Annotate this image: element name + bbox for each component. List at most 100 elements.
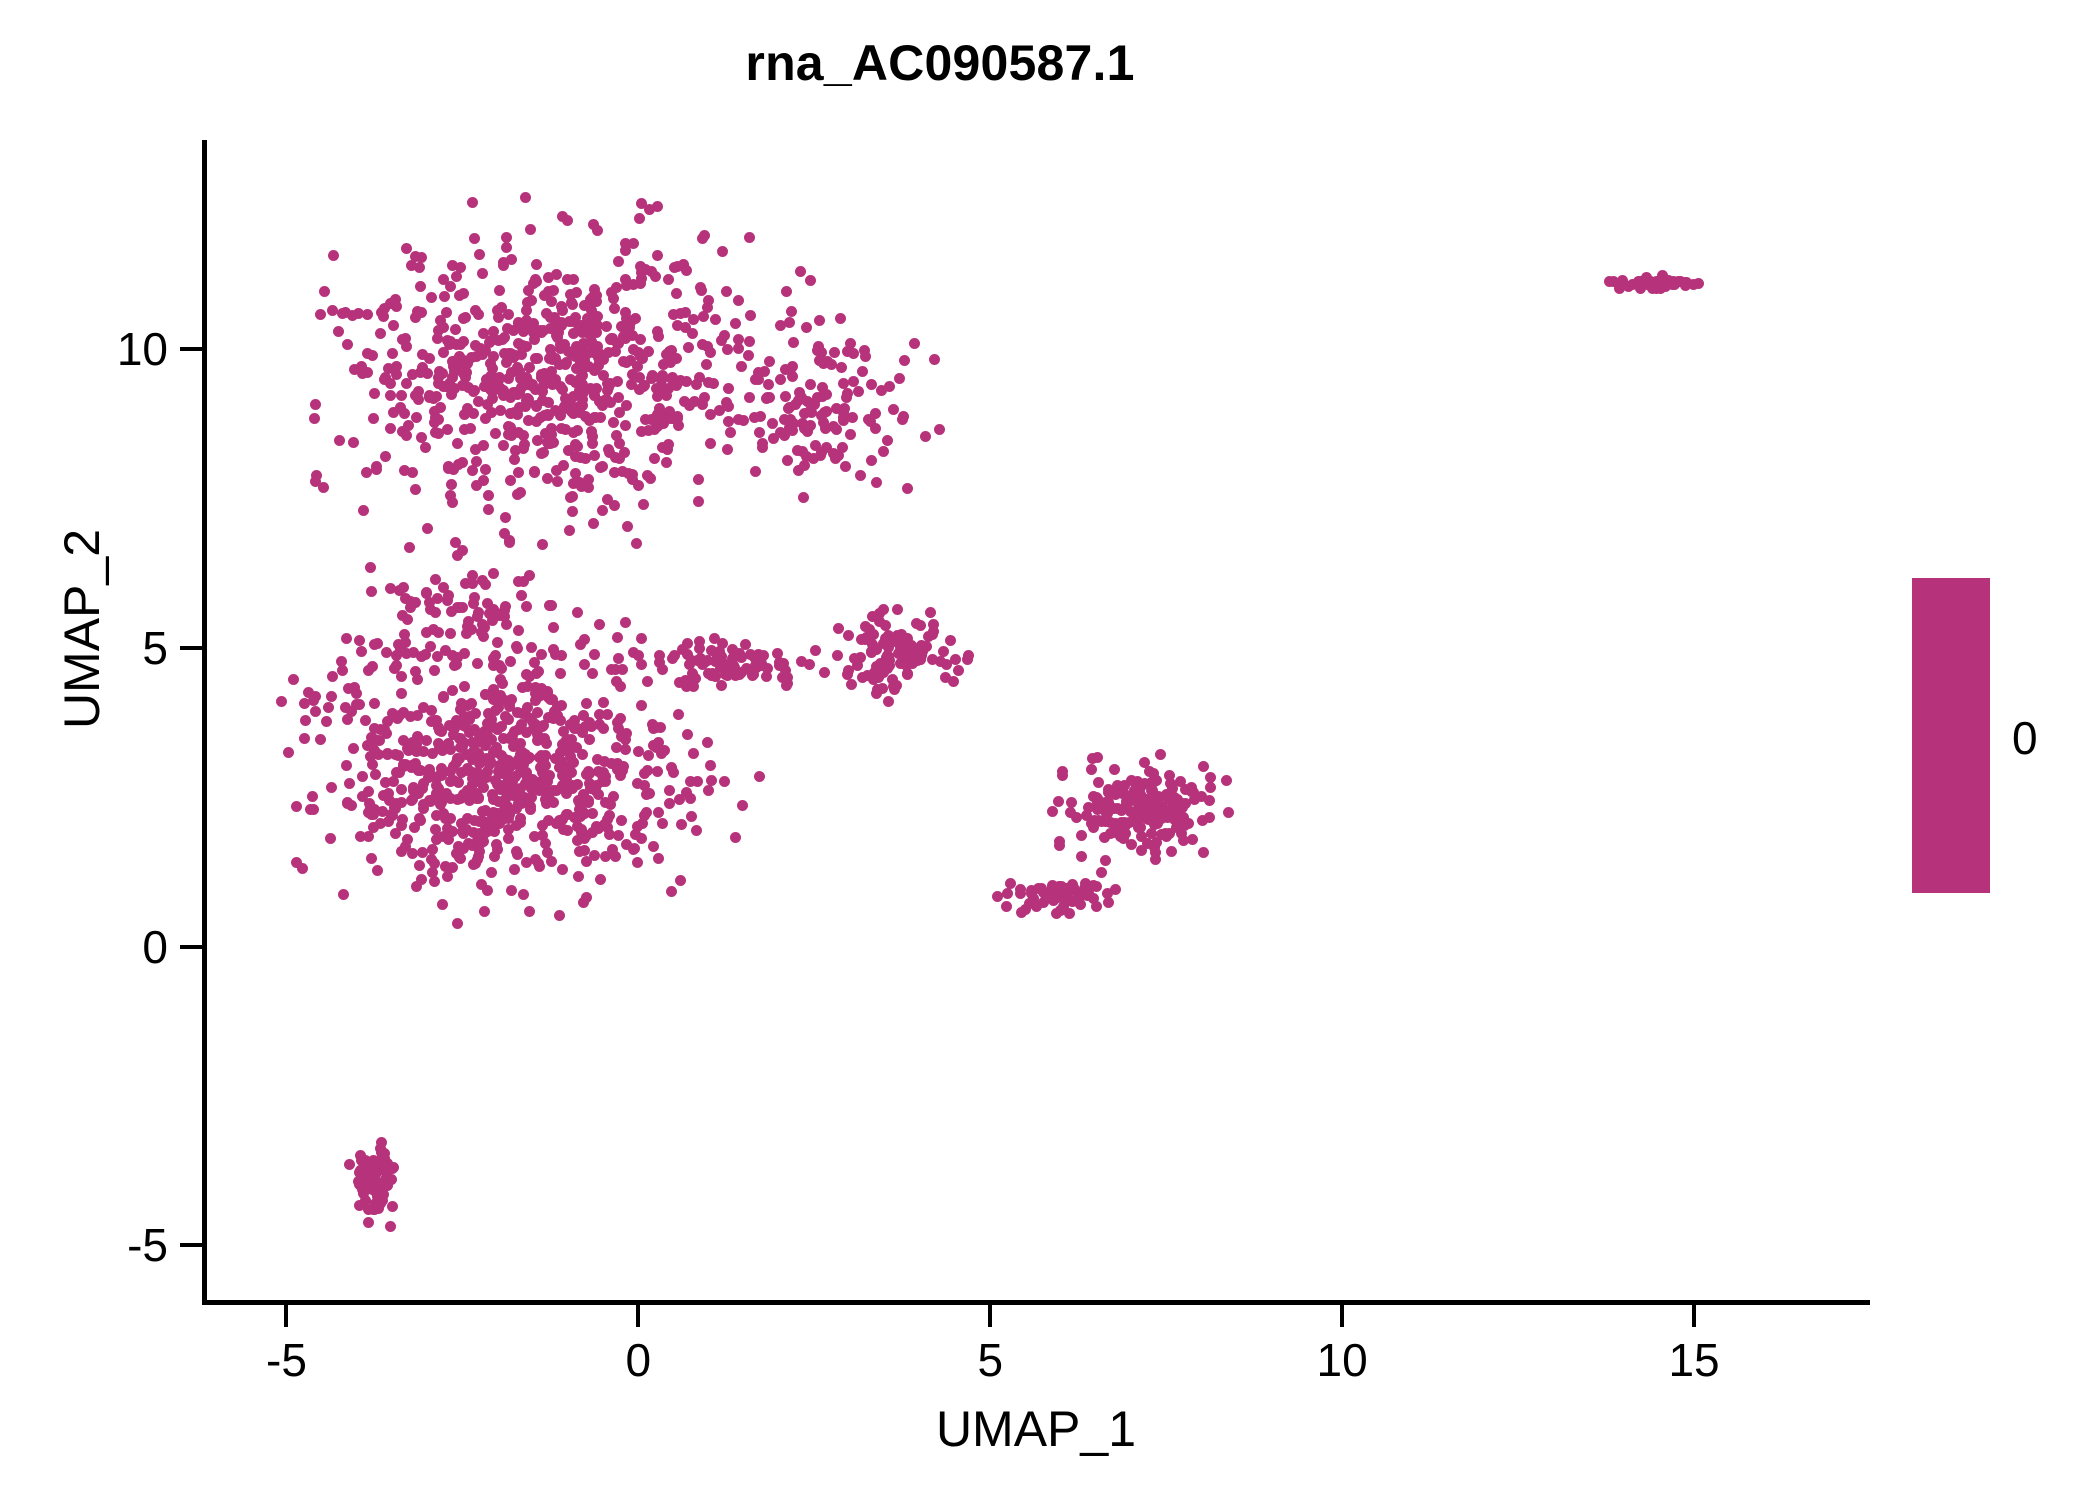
scatter-point: [473, 396, 484, 408]
scatter-point: [845, 429, 857, 441]
scatter-point: [593, 354, 605, 366]
scatter-point: [443, 737, 455, 749]
scatter-point: [365, 853, 377, 865]
scatter-point: [506, 730, 518, 742]
scatter-point: [523, 569, 535, 581]
scatter-point: [664, 356, 676, 368]
scatter-point: [543, 788, 555, 800]
scatter-point: [491, 843, 503, 855]
scatter-point: [724, 426, 736, 438]
scatter-point: [652, 331, 664, 343]
scatter-point: [606, 286, 618, 298]
scatter-point: [297, 862, 309, 874]
scatter-point: [384, 423, 396, 435]
scatter-point: [952, 665, 964, 677]
scatter-point: [401, 614, 413, 626]
scatter-point: [628, 843, 640, 855]
scatter-point: [323, 701, 335, 713]
scatter-point: [478, 474, 490, 486]
scatter-point: [600, 775, 612, 787]
scatter-point: [668, 262, 680, 274]
scatter-point: [1149, 847, 1161, 859]
scatter-point: [600, 320, 612, 332]
scatter-point: [529, 333, 541, 345]
scatter-point: [500, 241, 512, 253]
scatter-point: [1187, 786, 1199, 798]
scatter-point: [732, 413, 744, 425]
scatter-point: [628, 238, 640, 250]
scatter-point: [635, 278, 647, 290]
scatter-point: [688, 313, 700, 325]
scatter-point: [516, 681, 528, 693]
scatter-point: [895, 641, 907, 653]
scatter-point: [348, 743, 360, 755]
scatter-point: [489, 774, 501, 786]
scatter-point: [1135, 831, 1147, 843]
scatter-point: [732, 334, 744, 346]
scatter-point: [535, 682, 547, 694]
scatter-point: [664, 406, 676, 418]
scatter-point: [684, 658, 695, 670]
scatter-point: [543, 770, 555, 782]
scatter-point: [462, 812, 474, 824]
scatter-point: [732, 343, 744, 355]
scatter-point: [729, 832, 741, 844]
scatter-point: [366, 585, 378, 597]
scatter-point: [673, 676, 685, 688]
scatter-point: [572, 425, 584, 437]
scatter-point: [361, 309, 373, 321]
scatter-point: [344, 778, 356, 790]
scatter-point: [1087, 892, 1099, 904]
scatter-point: [442, 833, 454, 845]
scatter-point: [641, 788, 653, 800]
scatter-point: [397, 759, 409, 771]
scatter-point: [722, 344, 733, 356]
scatter-point: [488, 825, 500, 837]
scatter-point: [788, 418, 800, 430]
scatter-point: [705, 775, 717, 787]
scatter-point: [508, 325, 520, 337]
scatter-point: [509, 453, 521, 465]
scatter-point: [705, 760, 717, 772]
scatter-point: [556, 384, 568, 396]
scatter-point: [344, 1158, 356, 1170]
scatter-point: [1005, 877, 1017, 889]
scatter-point: [603, 346, 615, 358]
scatter-point: [654, 721, 666, 733]
scatter-point: [549, 753, 561, 765]
scatter-point: [768, 432, 780, 444]
scatter-point: [884, 655, 896, 667]
scatter-point: [479, 413, 491, 425]
scatter-point: [357, 1188, 369, 1200]
scatter-point: [685, 810, 697, 822]
scatter-point: [447, 372, 459, 384]
scatter-point: [335, 656, 347, 667]
scatter-point: [1075, 886, 1087, 898]
scatter-point: [468, 723, 480, 735]
scatter-point: [525, 223, 537, 235]
scatter-point: [519, 791, 531, 803]
scatter-point: [632, 347, 644, 359]
scatter-point: [459, 681, 471, 693]
scatter-point: [636, 352, 648, 364]
scatter-point: [648, 423, 660, 435]
scatter-point: [538, 379, 549, 391]
scatter-point: [894, 372, 906, 384]
scatter-point: [714, 404, 726, 416]
scatter-point: [551, 785, 563, 797]
scatter-point: [1075, 898, 1087, 910]
scatter-point: [558, 725, 570, 737]
scatter-point: [877, 604, 889, 616]
scatter-point: [417, 777, 429, 789]
scatter-point: [889, 683, 901, 695]
scatter-point: [704, 408, 716, 420]
scatter-point: [357, 790, 369, 802]
scatter-point: [753, 770, 765, 782]
scatter-point: [859, 345, 871, 357]
scatter-point: [1203, 795, 1215, 807]
scatter-point: [680, 787, 692, 799]
scatter-point: [469, 707, 481, 719]
scatter-point: [377, 806, 389, 818]
scatter-point: [787, 360, 799, 372]
scatter-point: [585, 782, 597, 794]
